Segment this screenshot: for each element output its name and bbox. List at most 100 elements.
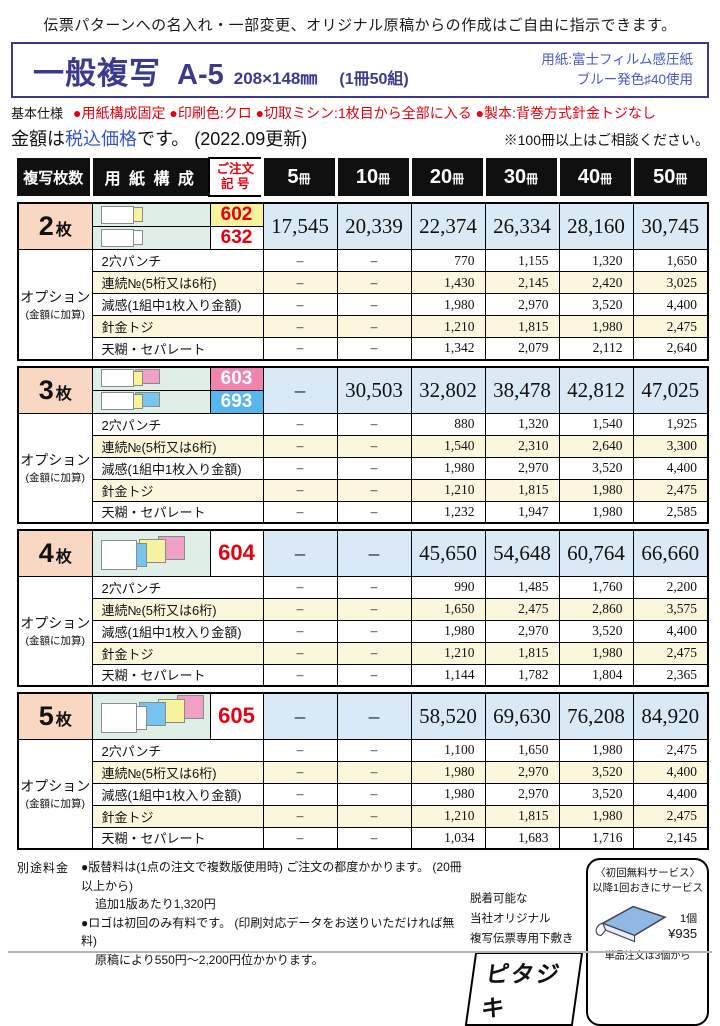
- option-price: –: [336, 478, 412, 502]
- bundle-price: 28,160: [558, 202, 634, 250]
- tax-note-prefix: 金額は: [11, 129, 65, 149]
- option-price: 4,400: [632, 293, 709, 316]
- option-price: 1,925: [632, 412, 709, 436]
- paper-sheets-icon: [93, 694, 210, 738]
- option-name: 2穴パンチ: [91, 412, 264, 436]
- option-price: –: [336, 575, 412, 599]
- option-price: –: [262, 641, 338, 665]
- price-section-3枚: 3 枚 603–30,503 32,802 38,478 42,812 47,025 693 オ…: [17, 365, 709, 524]
- option-price: 1,650: [484, 738, 560, 762]
- option-price: –: [336, 315, 412, 338]
- footer: 別途料金 ●版替料は(1点の注文で複数版使用時) ご注文の都度かかります。 (2…: [9, 858, 711, 1026]
- option-side-title: オプション: [20, 452, 91, 469]
- option-name: 天糊・セパレート: [91, 500, 264, 524]
- option-price: 1,210: [410, 804, 486, 828]
- bundle-price: 30,503: [336, 366, 412, 414]
- option-price: 1,782: [484, 663, 560, 687]
- option-price: 770: [410, 249, 486, 272]
- option-row: 針金トジ – –1,210 1,815 1,980 2,475: [18, 641, 709, 665]
- option-price: 1,650: [632, 249, 709, 272]
- bundle-price: 60,764: [558, 529, 634, 577]
- option-price: 3,520: [558, 760, 634, 784]
- option-price: 1,980: [558, 478, 634, 502]
- option-side-subtitle: (金額に加算): [25, 635, 86, 648]
- option-row: 連続№(5桁又は6桁) – –1,540 2,310 2,640 3,300: [18, 434, 709, 458]
- desc-line: 脱着可能な: [470, 893, 528, 905]
- option-price: 1,980: [558, 804, 634, 828]
- option-price: 2,475: [484, 597, 560, 621]
- white-sheet-icon: [100, 703, 137, 734]
- price-section-2枚: 2 枚 602 17,545 20,339 22,374 26,334 28,160 30,74…: [17, 202, 709, 361]
- option-price: 4,400: [632, 456, 709, 480]
- bottom-divider: [8, 951, 712, 953]
- option-name: 針金トジ: [91, 641, 264, 665]
- option-row: 天糊・セパレート – –1,034 1,683 1,716 2,145: [18, 826, 709, 850]
- option-price: 1,980: [410, 619, 486, 643]
- header-volume-50: 50冊: [630, 158, 707, 196]
- option-row: 針金トジ – –1,210 1,815 1,980 2,475: [18, 804, 709, 828]
- option-price: 2,200: [632, 575, 709, 599]
- white-sheet-icon: [100, 392, 134, 410]
- option-price: –: [262, 249, 338, 272]
- option-price: 1,210: [410, 641, 486, 665]
- option-row: 連続№(5桁又は6桁) – –1,430 2,145 2,420 3,025: [18, 271, 709, 294]
- option-side-subtitle: (金額に加算): [25, 798, 86, 811]
- header-volume-5: 5冊: [260, 158, 336, 196]
- paper-info-line2: ブルー発色♯40使用: [576, 72, 693, 87]
- option-price: –: [336, 271, 412, 294]
- option-name: 針金トジ: [91, 315, 264, 338]
- option-side-label: オプション (金額に加算): [17, 738, 93, 850]
- option-price: –: [336, 597, 412, 621]
- option-name: 連続№(5桁又は6桁): [91, 271, 264, 294]
- option-price: 3,025: [632, 271, 709, 294]
- copy-count-number: 5: [38, 700, 54, 731]
- option-price: 1,804: [558, 663, 634, 687]
- option-price: –: [262, 478, 338, 502]
- service-note: 単品注文は3個から: [604, 951, 691, 962]
- option-row: 減感(1組中1枚入り金額) – –1,980 2,970 3,520 4,400: [18, 782, 709, 806]
- option-row: 連続№(5桁又は6桁) – –1,980 2,970 3,520 4,400: [18, 760, 709, 784]
- option-price: 1,320: [558, 249, 634, 272]
- note-line: ●ロゴは初回のみ有料です。 (印刷対応データをお送りいただければ無料): [81, 915, 455, 949]
- option-price: 2,585: [632, 500, 709, 524]
- bulk-consult-note: ※100冊以上はご相談ください。: [503, 132, 709, 148]
- option-price: 1,144: [410, 663, 486, 687]
- bundle-price: 26,334: [484, 202, 560, 250]
- option-price: –: [262, 826, 338, 850]
- option-row: オプション (金額に加算) 2穴パンチ – –1,100 1,650 1,980 2,475: [17, 738, 709, 850]
- copy-count-unit: 枚: [55, 548, 72, 566]
- bundle-price: –: [336, 692, 412, 740]
- option-price: 2,475: [632, 804, 709, 828]
- option-price: 2,365: [632, 663, 709, 687]
- header-volume-30: 30冊: [482, 158, 558, 196]
- option-price: –: [262, 412, 338, 436]
- product-name: 一般複写: [33, 55, 161, 91]
- option-side-label: オプション (金額に加算): [17, 249, 93, 360]
- option-price: 3,520: [558, 782, 634, 806]
- option-price: 4,400: [632, 619, 709, 643]
- option-row: 天糊・セパレート – –1,144 1,782 1,804 2,365: [18, 663, 709, 687]
- option-price: 2,112: [558, 337, 634, 360]
- option-price: –: [262, 315, 338, 338]
- option-price: 2,145: [632, 826, 709, 850]
- underlay-promo: 脱着可能な 当社オリジナル 複写伝票専用下敷き ピタジキ 〈初回無料サービス〉 …: [464, 858, 709, 1026]
- option-row: オプション (金額に加算) 2穴パンチ – –770 1,155 1,320 1,650: [17, 249, 709, 360]
- option-row: 減感(1組中1枚入り金額) – –1,980 2,970 3,520 4,400: [18, 619, 709, 643]
- option-price: 2,640: [632, 337, 709, 360]
- option-price: –: [336, 500, 412, 524]
- option-price: –: [336, 782, 412, 806]
- bundle-price: 20,339: [336, 202, 412, 250]
- option-name: 減感(1組中1枚入り金額): [91, 782, 264, 806]
- header-order-code-line1: ご注文: [216, 162, 254, 176]
- option-price: –: [336, 619, 412, 643]
- option-price: 1,650: [410, 597, 486, 621]
- option-price: –: [336, 760, 412, 784]
- option-price: –: [336, 804, 412, 828]
- bundle-price: 58,520: [410, 692, 486, 740]
- option-price: –: [262, 597, 338, 621]
- bundle-price: –: [262, 366, 338, 414]
- option-side-subtitle: (金額に加算): [25, 472, 86, 485]
- bundle-price: 84,920: [632, 692, 709, 740]
- paper-composition: [91, 529, 211, 577]
